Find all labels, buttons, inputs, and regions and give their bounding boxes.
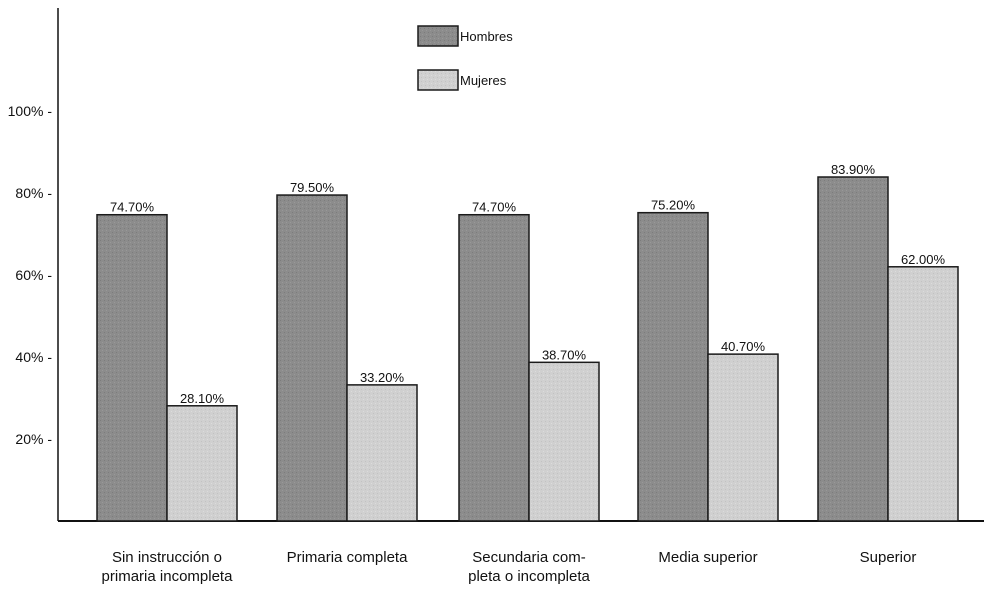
- y-tick-label: 80% -: [15, 185, 52, 201]
- category-label-line: Superior: [860, 549, 917, 566]
- bar-hombres: [276, 194, 348, 522]
- data-label: 38.70%: [542, 347, 587, 362]
- category-label: Secundaria com-pleta o incompleta: [468, 549, 590, 585]
- category-label-line: Secundaria com-: [472, 549, 585, 566]
- data-label: 40.70%: [721, 339, 766, 354]
- legend-swatch-hombres: [417, 25, 459, 47]
- category-label: Sin instrucción o primaria incompleta: [102, 549, 234, 585]
- category-label-line: pleta o incompleta: [468, 568, 590, 585]
- category-label-line: primaria incompleta: [102, 568, 234, 585]
- data-label: 75.20%: [651, 198, 696, 213]
- bar-mujeres: [528, 361, 600, 522]
- y-tick-label: 20% -: [15, 431, 52, 447]
- bar-mujeres: [707, 353, 779, 522]
- bar-hombres: [96, 213, 168, 522]
- data-label: 28.10%: [180, 391, 225, 406]
- category-label-line: Primaria completa: [287, 549, 409, 566]
- y-tick-label: 60% -: [15, 267, 52, 283]
- legend: Hombres Mujeres: [417, 25, 513, 91]
- bars: [96, 176, 959, 522]
- category-label-line: Sin instrucción o: [112, 549, 222, 566]
- bar-hombres: [458, 213, 530, 522]
- y-tick-label: 40% -: [15, 349, 52, 365]
- y-tick-label: 100% -: [8, 103, 53, 119]
- data-label: 62.00%: [901, 252, 946, 267]
- legend-swatch-mujeres: [417, 69, 459, 91]
- category-label-line: Media superior: [658, 549, 757, 566]
- data-label: 74.70%: [110, 200, 155, 215]
- data-label: 79.50%: [290, 180, 335, 195]
- legend-label-mujeres: Mujeres: [460, 73, 507, 88]
- data-label: 33.20%: [360, 370, 405, 385]
- labels: 74.70% 79.50% 74.70% 75.20% 83.90% 28.10% 33.2…: [102, 162, 946, 585]
- bar-mujeres: [887, 266, 959, 522]
- category-label: Superior: [860, 549, 917, 566]
- data-label: 74.70%: [472, 200, 517, 215]
- category-label: Media superior: [658, 549, 757, 566]
- bar-hombres: [637, 211, 709, 522]
- bar-hombres: [817, 176, 889, 522]
- bar-mujeres: [346, 384, 418, 522]
- data-label: 83.90%: [831, 162, 876, 177]
- bar-mujeres: [166, 405, 238, 522]
- legend-label-hombres: Hombres: [460, 29, 513, 44]
- category-label: Primaria completa: [287, 549, 409, 566]
